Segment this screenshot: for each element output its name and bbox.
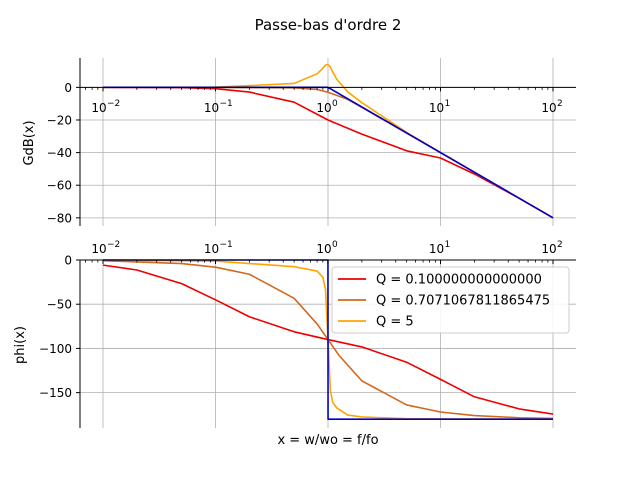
x-tick-exponent: −1 (220, 99, 233, 109)
legend-frame (331, 266, 570, 334)
x-tick-exponent: 1 (445, 240, 451, 250)
y-tick-label: −20 (47, 113, 72, 127)
x-tick-exponent: 2 (557, 99, 563, 109)
figure-title: Passe-bas d'ordre 2 (255, 16, 402, 34)
legend-label: Q = 0.7071067811865475 (376, 294, 550, 309)
x-tick-label: 10 (541, 101, 556, 115)
legend-label: Q = 5 (376, 315, 414, 330)
x-tick-label: 10 (541, 242, 556, 256)
x-tick-label: 10 (204, 242, 219, 256)
y-tick-label: 0 (64, 81, 72, 95)
legend: Q = 0.100000000000000 Q = 0.7071067811865… (331, 266, 570, 334)
magnitude-ylabel: GdB(x) (22, 120, 37, 165)
y-tick-label: −50 (47, 298, 72, 312)
y-tick-label: −60 (47, 179, 72, 193)
series-line-2 (102, 259, 554, 420)
y-tick-label: −150 (39, 386, 72, 400)
x-tick-exponent: 1 (445, 99, 451, 109)
x-tick-label: 10 (429, 101, 444, 115)
series-line-2 (102, 63, 554, 219)
magnitude-grid (80, 58, 576, 226)
x-tick-label: 10 (316, 242, 331, 256)
y-tick-label: −100 (39, 342, 72, 356)
x-axis-label: x = w/wo = f/fo (277, 433, 378, 448)
x-tick-label: 10 (91, 101, 106, 115)
x-tick-exponent: −2 (107, 99, 120, 109)
x-tick-exponent: −2 (107, 240, 120, 250)
x-tick-exponent: 0 (332, 99, 338, 109)
x-tick-label: 10 (91, 242, 106, 256)
phase-ylabel: phi(x) (13, 326, 28, 364)
x-tick-label: 10 (429, 242, 444, 256)
x-tick-exponent: 2 (557, 240, 563, 250)
x-tick-label: 10 (204, 101, 219, 115)
legend-label: Q = 0.100000000000000 (376, 273, 542, 288)
y-tick-label: 0 (64, 254, 72, 268)
series-line-1 (102, 259, 554, 420)
y-tick-label: −40 (47, 146, 72, 160)
y-tick-label: −80 (47, 211, 72, 225)
x-tick-label: 10 (316, 101, 331, 115)
x-tick-exponent: −1 (220, 240, 233, 250)
x-tick-exponent: 0 (332, 240, 338, 250)
